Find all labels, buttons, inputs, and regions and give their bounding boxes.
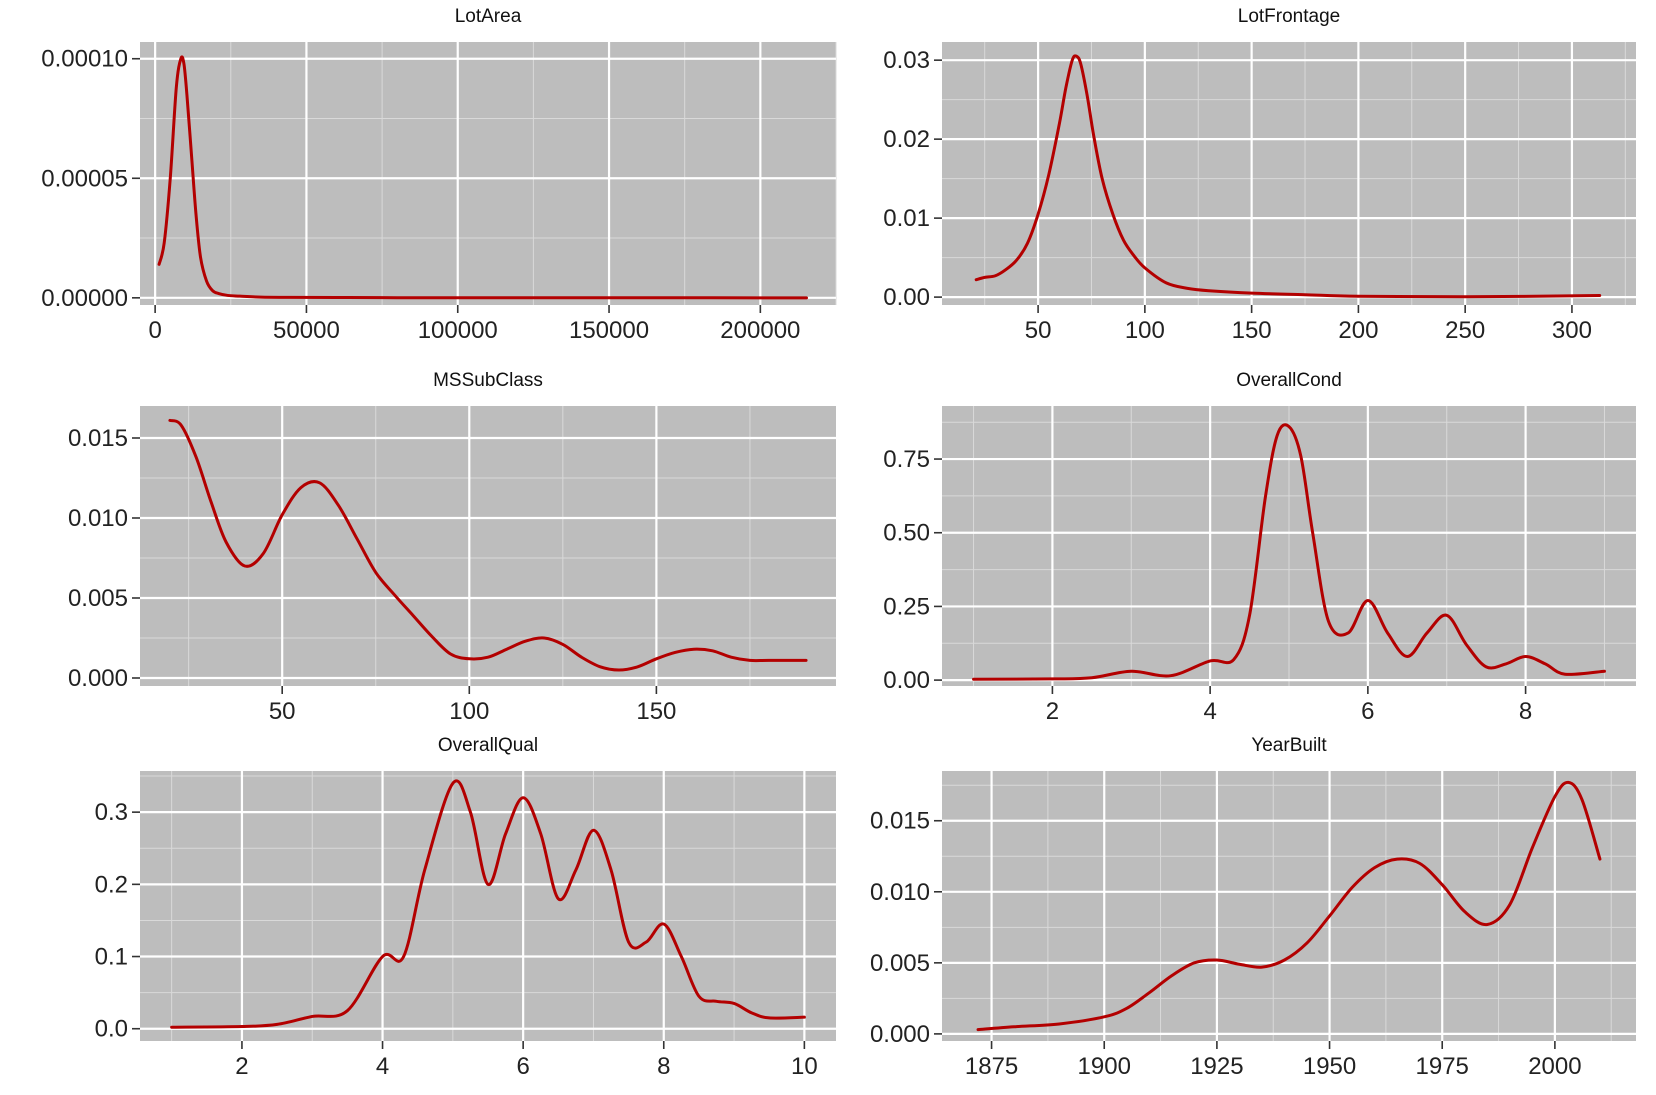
y-tick-label: 0.00 (883, 667, 930, 694)
x-tick-label: 1875 (965, 1053, 1018, 1080)
y-tick-label: 0.1 (95, 944, 128, 971)
panel-lotfrontage: LotFrontage 0.00 0.01 0.02 0.03 50 100 150 200 25… (883, 6, 1636, 344)
density-curve (170, 779, 806, 1029)
density-curve (168, 418, 808, 672)
y-tick-label: 0.03 (883, 47, 930, 74)
y-tick-label: 0.015 (68, 425, 128, 452)
density-curve (974, 54, 1602, 299)
x-tick-label: 2 (235, 1053, 248, 1080)
x-tick-label: 6 (1361, 698, 1374, 725)
y-tick-label: 0.2 (95, 871, 128, 898)
x-tick-label: 300 (1552, 317, 1592, 344)
x-tick-label: 8 (1519, 698, 1532, 725)
x-tick-label: 10 (791, 1053, 818, 1080)
x-tick-label: 100000 (418, 317, 498, 344)
x-tick-label: 4 (376, 1053, 389, 1080)
x-tick-label: 1925 (1190, 1053, 1243, 1080)
panel-title: MSSubClass (433, 370, 543, 391)
y-tick-label: 0.50 (883, 520, 930, 547)
plot-background (140, 42, 836, 305)
plot-background (140, 406, 836, 686)
x-tick-label: 0 (148, 317, 161, 344)
y-tick-label: 0.0 (95, 1016, 128, 1043)
panel-mssubclass: MSSubClass 0.000 0.005 0.010 0.015 50 100 150 (68, 370, 836, 725)
y-tick-label: 0.00000 (41, 285, 128, 312)
y-tick-label: 0.010 (68, 505, 128, 532)
x-tick-label: 200 (1338, 317, 1378, 344)
x-tick-label: 150000 (569, 317, 649, 344)
y-tick-label: 0.010 (870, 879, 930, 906)
panel-title: YearBuilt (1251, 735, 1327, 756)
x-tick-label: 2 (1046, 698, 1059, 725)
y-tick-label: 0.00005 (41, 165, 128, 192)
y-tick-label: 0.00 (883, 284, 930, 311)
panel-title: OverallQual (438, 735, 538, 756)
x-tick-label: 6 (516, 1053, 529, 1080)
y-tick-label: 0.015 (870, 808, 930, 835)
x-tick-label: 4 (1203, 698, 1216, 725)
x-tick-label: 1950 (1303, 1053, 1356, 1080)
y-tick-label: 0.000 (870, 1021, 930, 1048)
plot-background (942, 42, 1636, 305)
x-tick-label: 50 (1025, 317, 1052, 344)
density-curve (157, 55, 808, 300)
panel-lotarea: LotArea 0.00000 0.00005 0.00010 0 50000 100000… (41, 6, 837, 344)
panel-yearbuilt: YearBuilt 0.000 0.005 0.010 0.015 1875 1900 192… (870, 735, 1636, 1080)
panel-title: OverallCond (1236, 370, 1342, 391)
x-tick-label: 2000 (1528, 1053, 1581, 1080)
panel-title: LotArea (455, 6, 522, 27)
y-tick-label: 0.005 (870, 950, 930, 977)
x-tick-label: 150 (1232, 317, 1272, 344)
plot-background (140, 771, 836, 1041)
density-curve (972, 423, 1606, 681)
y-tick-label: 0.00010 (41, 46, 128, 73)
y-tick-label: 0.000 (68, 665, 128, 692)
x-tick-label: 100 (1125, 317, 1165, 344)
x-tick-label: 8 (657, 1053, 670, 1080)
panel-overallqual: OverallQual 0.0 0.1 0.2 0.3 2 4 6 8 10 (95, 735, 836, 1080)
y-tick-label: 0.25 (883, 593, 930, 620)
x-tick-label: 250 (1445, 317, 1485, 344)
panel-overallcond: OverallCond 0.00 0.25 0.50 0.75 2 4 6 8 (883, 370, 1636, 725)
y-tick-label: 0.005 (68, 585, 128, 612)
x-tick-label: 1900 (1078, 1053, 1131, 1080)
y-tick-label: 0.01 (883, 205, 930, 232)
x-tick-label: 50 (269, 698, 296, 725)
x-tick-label: 100 (449, 698, 489, 725)
y-tick-label: 0.3 (95, 799, 128, 826)
x-tick-label: 200000 (720, 317, 800, 344)
density-curve (976, 780, 1602, 1032)
y-tick-label: 0.75 (883, 446, 930, 473)
x-tick-label: 1975 (1416, 1053, 1469, 1080)
y-tick-label: 0.02 (883, 126, 930, 153)
panel-title: LotFrontage (1238, 6, 1340, 27)
x-tick-label: 50000 (273, 317, 340, 344)
x-tick-label: 150 (636, 698, 676, 725)
plot-background (942, 771, 1636, 1041)
